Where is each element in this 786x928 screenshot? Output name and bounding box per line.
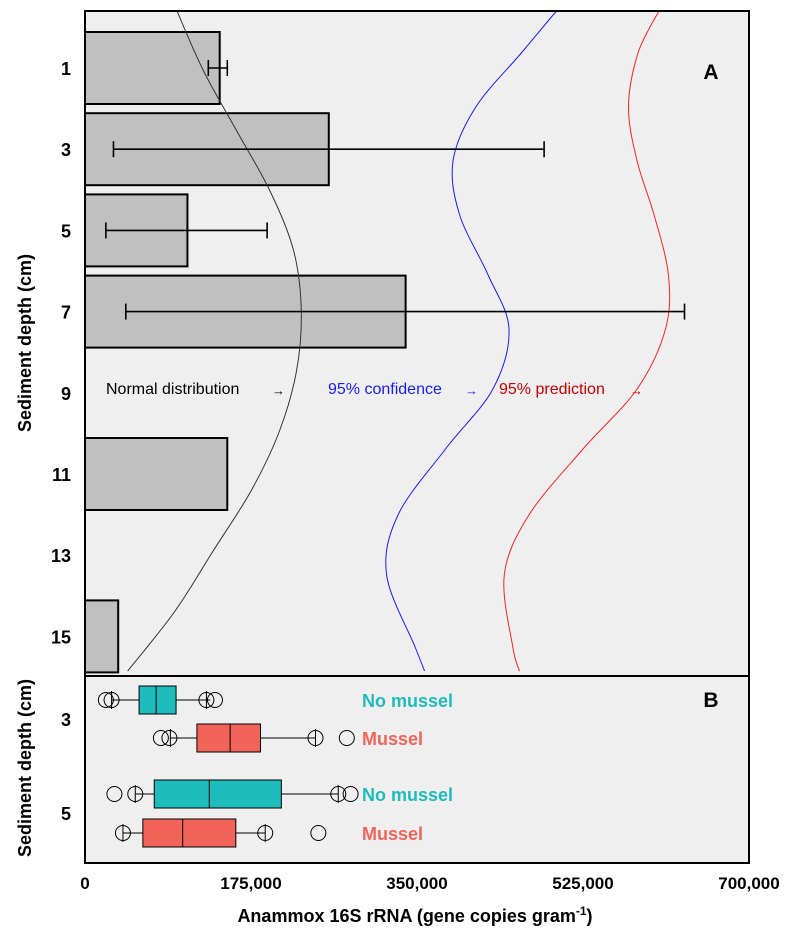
confidence-arrow: → — [465, 383, 478, 398]
series-label-no-mussel-depth-3: No mussel — [362, 691, 453, 711]
point-2-mussel-depth-3 — [307, 730, 324, 746]
point-1-no-mussel-depth-3 — [103, 692, 120, 708]
curve-prediction — [503, 10, 671, 672]
y-tick-label-depth-11: 11 — [52, 465, 71, 485]
series-label-mussel-depth-3: Mussel — [362, 729, 423, 749]
y-tick-label-depth-9: 9 — [61, 384, 71, 404]
point-0-mussel-depth-3 — [152, 730, 169, 746]
box-mussel-depth-5 — [142, 818, 237, 848]
point-1-mussel-depth-5 — [257, 825, 274, 841]
panel-b-frame — [84, 675, 750, 864]
y-tick-label-depth-7: 7 — [61, 303, 71, 323]
point-2-no-mussel-depth-3 — [198, 692, 215, 708]
bar-depth-15 — [84, 599, 120, 674]
box-no-mussel-depth-3 — [138, 685, 177, 715]
point-2-no-mussel-depth-5 — [330, 786, 347, 802]
curve-normal-distribution — [127, 10, 302, 672]
y-tick-label-depth-15: 15 — [51, 627, 71, 647]
box-mussel-depth-3 — [196, 723, 261, 753]
panel-b-y-axis-label: Sediment depth (cm) — [15, 679, 35, 857]
y-tick-label-depth-5: 5 — [61, 221, 71, 241]
bar-depth-1 — [84, 31, 221, 105]
series-label-no-mussel-depth-5: No mussel — [362, 785, 453, 805]
normal-distribution-arrow: → — [272, 383, 285, 398]
panel-b-y-tick-label-depth-3: 3 — [61, 710, 71, 730]
series-label-mussel-depth-5: Mussel — [362, 824, 423, 844]
x-tick-label-0: 0 — [80, 874, 89, 893]
panel-a-y-axis-label: Sediment depth (cm) — [15, 254, 35, 432]
point-3-no-mussel-depth-3 — [206, 692, 223, 708]
y-tick-label-depth-13: 13 — [51, 546, 71, 566]
point-0-mussel-depth-5 — [114, 825, 131, 841]
x-tick-label-3: 525,000 — [552, 874, 613, 893]
y-tick-label-depth-3: 3 — [61, 140, 71, 160]
curve-confidence — [385, 10, 557, 672]
point-1-no-mussel-depth-5 — [127, 786, 144, 802]
x-axis-label-superscript: -1 — [576, 904, 587, 918]
normal-distribution-label: Normal distribution — [106, 381, 239, 398]
x-axis-label-main: Anammox 16S rRNA (gene copies gram — [237, 906, 575, 926]
y-tick-label-depth-1: 1 — [61, 59, 71, 79]
point-3-no-mussel-depth-5 — [342, 786, 359, 802]
x-tick-label-4: 700,000 — [718, 874, 779, 893]
panel-a-label: A — [703, 61, 718, 84]
point-3-mussel-depth-3 — [338, 730, 355, 746]
bar-depth-11 — [84, 437, 229, 511]
prediction-label: 95% prediction — [499, 381, 605, 398]
box-no-mussel-depth-5 — [153, 779, 282, 809]
confidence-label: 95% confidence — [328, 381, 442, 398]
x-axis-label: Anammox 16S rRNA (gene copies gram-1) — [237, 904, 592, 926]
panel-b-y-tick-label-depth-5: 5 — [61, 804, 71, 824]
point-0-no-mussel-depth-3 — [97, 692, 114, 708]
point-2-mussel-depth-5 — [310, 825, 327, 841]
x-tick-label-2: 350,000 — [386, 874, 447, 893]
panel-b-label: B — [703, 689, 718, 712]
point-1-mussel-depth-3 — [161, 730, 178, 746]
prediction-arrow: → — [630, 383, 643, 398]
x-axis-label-close: ) — [587, 906, 593, 926]
point-0-no-mussel-depth-5 — [106, 786, 123, 802]
x-tick-label-1: 175,000 — [220, 874, 281, 893]
